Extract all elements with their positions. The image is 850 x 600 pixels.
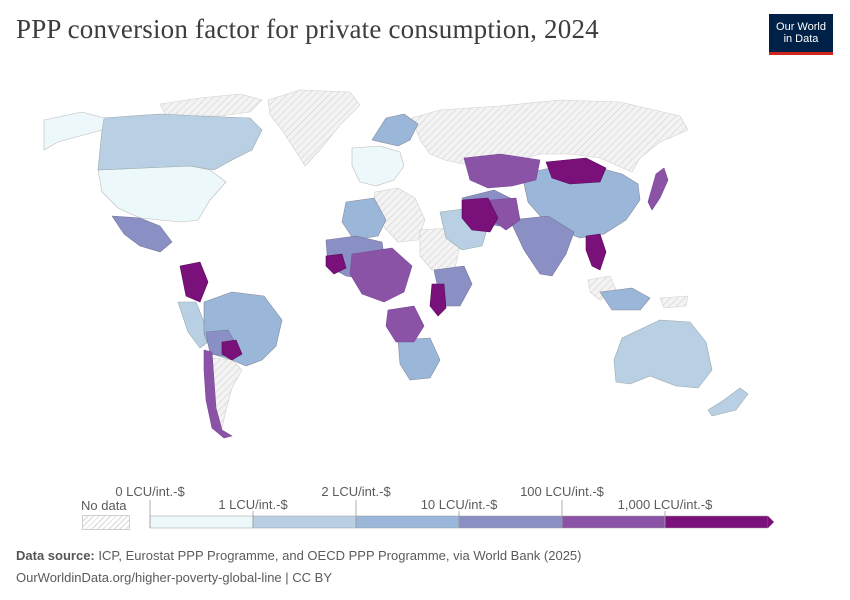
- chart-title: PPP conversion factor for private consum…: [16, 14, 599, 44]
- legend-label-1: 1 LCU/int.-$: [218, 497, 288, 512]
- legend-arrow-tip: [768, 516, 774, 528]
- united-states[interactable]: [97, 165, 227, 223]
- new-guinea-west[interactable]: [659, 295, 689, 309]
- chile[interactable]: [203, 349, 233, 439]
- legend-bin-1: [252, 515, 357, 529]
- legend-bin-0: [149, 515, 254, 529]
- no-data-label: No data: [81, 498, 127, 513]
- chart-link[interactable]: OurWorldinData.org/higher-poverty-global…: [16, 570, 332, 585]
- data-source-prefix: Data source:: [16, 548, 95, 563]
- russia[interactable]: [411, 99, 689, 173]
- legend-label-4: 100 LCU/int.-$: [520, 484, 605, 499]
- legend-label-5: 1,000 LCU/int.-$: [618, 497, 713, 512]
- tanzania-uganda[interactable]: [429, 283, 447, 317]
- southern-africa[interactable]: [397, 337, 441, 381]
- peru-region[interactable]: [177, 301, 209, 349]
- colombia[interactable]: [179, 261, 209, 303]
- north-africa-east[interactable]: [341, 197, 387, 241]
- congo[interactable]: [385, 305, 425, 343]
- alaska[interactable]: [43, 111, 105, 151]
- australia[interactable]: [613, 319, 713, 389]
- legend-label-2: 2 LCU/int.-$: [321, 484, 391, 499]
- owid-logo[interactable]: Our World in Data: [769, 14, 833, 55]
- europe-core[interactable]: [351, 145, 405, 187]
- legend-bin-5: [664, 515, 769, 529]
- world-map[interactable]: [0, 70, 850, 450]
- paraguay[interactable]: [221, 339, 243, 361]
- legend-label-3: 10 LCU/int.-$: [421, 497, 498, 512]
- legend-label-0: 0 LCU/int.-$: [115, 484, 185, 499]
- mexico[interactable]: [111, 215, 173, 253]
- kazakhstan[interactable]: [463, 153, 541, 189]
- indochina[interactable]: [585, 233, 607, 271]
- data-source-line: Data source: ICP, Eurostat PPP Programme…: [16, 548, 582, 563]
- canada-arctic-islands[interactable]: [159, 93, 263, 117]
- canada[interactable]: [97, 113, 263, 171]
- legend-bin-4: [561, 515, 666, 529]
- logo-line-2: in Data: [783, 33, 819, 45]
- central-africa[interactable]: [349, 247, 413, 303]
- data-source-text: ICP, Eurostat PPP Programme, and OECD PP…: [94, 548, 582, 563]
- japan[interactable]: [647, 167, 669, 211]
- logo-line-1: Our World: [776, 21, 826, 33]
- new-zealand[interactable]: [707, 387, 749, 417]
- scandinavia[interactable]: [371, 113, 419, 147]
- legend-bin-3: [458, 515, 563, 529]
- guinea-sierra-leone[interactable]: [325, 253, 347, 275]
- mongolia[interactable]: [545, 157, 607, 185]
- india[interactable]: [509, 215, 575, 277]
- no-data-swatch[interactable]: [82, 515, 130, 530]
- indonesia[interactable]: [599, 287, 651, 311]
- greenland[interactable]: [267, 89, 361, 167]
- iran[interactable]: [461, 197, 499, 233]
- legend-bin-2: [355, 515, 460, 529]
